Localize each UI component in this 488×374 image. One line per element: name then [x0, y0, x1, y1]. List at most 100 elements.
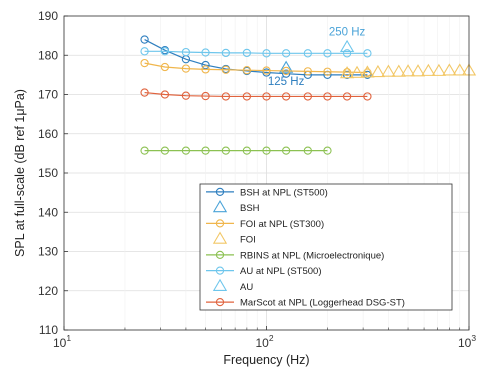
- legend-marker: [215, 250, 225, 260]
- data-point: [160, 90, 170, 99]
- data-point: [242, 92, 252, 101]
- legend-label: MarScot at NPL (Loggerhead DSG-ST): [240, 298, 405, 309]
- legend-label: BSH: [240, 203, 260, 214]
- data-point: [323, 49, 332, 58]
- data-point: [281, 66, 291, 76]
- legend: BSH at NPL (ST500) BSH FOI at NPL (ST300) F…: [199, 183, 453, 311]
- data-point: [221, 65, 231, 74]
- data-point: [160, 62, 170, 72]
- data-point: [201, 146, 210, 155]
- data-point: [262, 146, 271, 155]
- data-point: [391, 64, 406, 77]
- data-point: [303, 49, 312, 58]
- data-point: [281, 146, 291, 155]
- data-point: [363, 70, 372, 80]
- data-point: [281, 92, 291, 101]
- data-point: [181, 64, 191, 73]
- data-point: [349, 65, 365, 78]
- x-axis-title: Frequency (Hz): [223, 353, 309, 367]
- data-point: [363, 49, 372, 58]
- data-point: [201, 60, 210, 70]
- data-point: [381, 64, 396, 77]
- data-point: [303, 146, 312, 155]
- data-point: [410, 64, 426, 77]
- data-point: [242, 146, 252, 155]
- legend-item: RBINS at NPL (Microelectronique): [206, 250, 384, 261]
- legend-item: MarScot at NPL (Loggerhead DSG-ST): [206, 298, 405, 309]
- series-1: [278, 60, 294, 73]
- data-point: [278, 60, 294, 73]
- data-point: [323, 67, 332, 76]
- series-3: [339, 63, 477, 79]
- data-point: [140, 146, 149, 155]
- legend-marker: [215, 297, 225, 307]
- data-point: [140, 58, 149, 68]
- series-6: [339, 39, 355, 52]
- legend-marker: [212, 200, 228, 213]
- data-point: [140, 88, 149, 97]
- legend-marker: [212, 231, 228, 244]
- data-point: [323, 92, 332, 101]
- data-point: [360, 65, 375, 78]
- legend-item: BSH at NPL (ST500): [206, 187, 328, 198]
- legend-item: FOI at NPL (ST300): [206, 219, 324, 230]
- y-tick-label: 190: [38, 9, 58, 23]
- annotations: 250 Hz 125 Hz: [268, 27, 366, 88]
- legend-label: AU: [240, 282, 253, 293]
- data-point: [421, 63, 436, 76]
- series-7: [140, 88, 372, 101]
- data-point: [452, 63, 467, 76]
- legend-marker: [212, 278, 228, 291]
- y-tick-label: 180: [38, 48, 58, 62]
- annotation-label: 250 Hz: [329, 27, 366, 39]
- data-point: [363, 92, 372, 101]
- data-point: [242, 66, 252, 75]
- data-point: [342, 92, 352, 101]
- data-point: [262, 49, 271, 58]
- x-tick-label: 102: [255, 333, 273, 350]
- data-point: [342, 67, 352, 77]
- y-tick-label: 170: [38, 88, 58, 102]
- legend-item: AU: [212, 278, 253, 293]
- data-point: [370, 64, 386, 78]
- data-point: [140, 35, 149, 44]
- data-point: [140, 47, 149, 56]
- data-point: [201, 91, 210, 101]
- y-tick-label: 150: [38, 166, 58, 180]
- y-tick-label: 130: [38, 245, 58, 259]
- legend-item: FOI: [212, 231, 256, 246]
- legend-label: FOI at NPL (ST300): [240, 219, 324, 230]
- data-point: [342, 70, 352, 80]
- data-point: [323, 146, 332, 155]
- legend-marker: [215, 266, 225, 275]
- data-point: [181, 47, 191, 57]
- data-point: [442, 63, 457, 76]
- data-point: [303, 67, 312, 76]
- y-axis-title: SPL at full-scale (dB ref 1μPa): [13, 89, 27, 257]
- series-4: [140, 146, 332, 155]
- data-point: [221, 92, 231, 101]
- legend-item: AU at NPL (ST500): [206, 266, 321, 277]
- y-tick-label: 160: [38, 127, 58, 141]
- data-point: [160, 146, 170, 155]
- data-point: [339, 66, 355, 79]
- legend-marker: [215, 187, 225, 197]
- data-point: [221, 48, 231, 58]
- data-point: [339, 39, 355, 52]
- x-tick-label: 103: [458, 333, 476, 350]
- legend-label: RBINS at NPL (Microelectronique): [240, 250, 384, 261]
- data-point: [303, 92, 312, 101]
- y-tick-label: 110: [39, 323, 58, 337]
- data-point: [281, 49, 291, 58]
- data-point: [201, 48, 210, 57]
- data-point: [431, 63, 447, 76]
- annotation-label: 125 Hz: [268, 76, 305, 88]
- data-point: [160, 47, 170, 56]
- data-point: [181, 91, 191, 100]
- data-point: [342, 49, 352, 58]
- data-point: [400, 64, 416, 77]
- y-tick-label: 140: [38, 205, 58, 219]
- legend-label: AU at NPL (ST500): [240, 266, 321, 277]
- data-point: [181, 146, 191, 155]
